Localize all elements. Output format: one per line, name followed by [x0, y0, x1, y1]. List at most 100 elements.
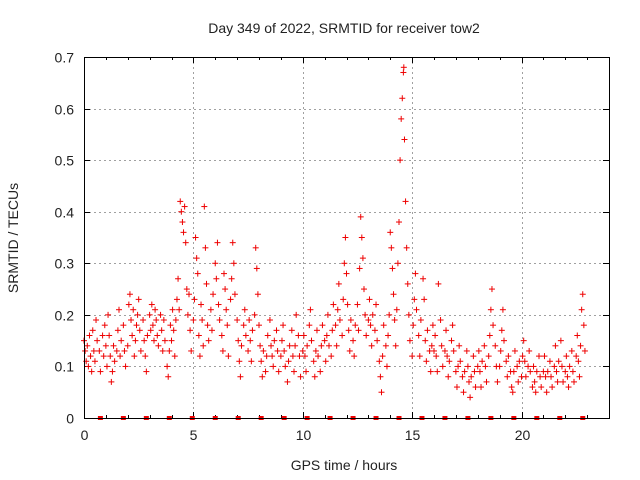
data-point [438, 342, 445, 349]
data-point [580, 322, 587, 329]
data-point [471, 368, 478, 375]
data-point [274, 347, 281, 354]
data-point [498, 327, 505, 334]
data-point [213, 275, 220, 282]
data-point [389, 265, 396, 272]
data-point [159, 347, 166, 354]
data-point [218, 332, 225, 339]
data-point [118, 337, 125, 344]
data-point [227, 296, 234, 303]
data-point [196, 353, 203, 360]
data-point [266, 317, 273, 324]
data-point [351, 353, 358, 360]
data-point [432, 332, 439, 339]
data-point [445, 373, 452, 380]
data-point [401, 136, 408, 143]
data-point [142, 353, 149, 360]
data-point [382, 342, 389, 349]
data-point [519, 353, 526, 360]
data-point [383, 363, 390, 370]
data-point [313, 327, 320, 334]
data-point [460, 389, 467, 396]
data-point [292, 342, 299, 349]
data-point [100, 353, 107, 360]
data-point [490, 322, 497, 329]
data-point [546, 358, 553, 365]
data-point [427, 368, 434, 375]
data-point [405, 311, 412, 318]
data-point [332, 322, 339, 329]
data-point [456, 342, 463, 349]
data-point [542, 373, 549, 380]
data-point [293, 311, 300, 318]
data-point [222, 286, 229, 293]
data-point [270, 363, 277, 370]
data-point [448, 337, 455, 344]
data-point [441, 347, 448, 354]
data-point [238, 342, 245, 349]
data-point [499, 306, 506, 313]
data-point [153, 317, 160, 324]
data-point [86, 332, 93, 339]
data-point [273, 327, 280, 334]
data-point [555, 358, 562, 365]
data-point [110, 342, 117, 349]
data-point [129, 332, 136, 339]
data-point [88, 368, 95, 375]
data-point [269, 353, 276, 360]
data-point [201, 203, 208, 210]
y-tick-label: 0.2 [55, 308, 75, 324]
data-point [231, 291, 238, 298]
data-point [367, 322, 374, 329]
data-point [538, 384, 545, 391]
data-point [190, 317, 197, 324]
data-point [216, 317, 223, 324]
data-point [166, 347, 173, 354]
data-point [228, 275, 235, 282]
data-point [223, 306, 230, 313]
data-point [257, 342, 264, 349]
data-point [515, 378, 522, 385]
data-point [423, 358, 430, 365]
x-tick-label: 10 [296, 427, 312, 443]
data-point [416, 353, 423, 360]
data-point [84, 342, 91, 349]
data-point [210, 291, 217, 298]
data-point [109, 368, 116, 375]
data-point [446, 358, 453, 365]
data-point [467, 394, 474, 401]
data-point [374, 337, 381, 344]
data-points [81, 64, 588, 401]
data-point [541, 353, 548, 360]
data-point [186, 291, 192, 298]
data-point [366, 296, 373, 303]
data-point [99, 332, 106, 339]
data-point [136, 327, 143, 334]
data-point [245, 347, 252, 354]
data-point [193, 255, 200, 262]
data-point [295, 332, 302, 339]
y-tick-label: 0.7 [55, 50, 75, 66]
data-point [191, 296, 198, 303]
data-point [368, 342, 375, 349]
data-point [252, 244, 259, 251]
data-point [400, 64, 407, 71]
data-point [551, 363, 558, 370]
data-point [121, 347, 128, 354]
data-point [362, 311, 369, 318]
data-point [530, 363, 537, 370]
data-point [508, 384, 515, 391]
data-point [317, 368, 324, 375]
data-point [254, 291, 261, 298]
data-point [262, 368, 269, 375]
data-point [310, 358, 317, 365]
data-point [176, 306, 183, 313]
data-point [449, 322, 456, 329]
data-point [464, 363, 471, 370]
data-point [248, 358, 255, 365]
data-point [531, 378, 538, 385]
data-point [450, 347, 457, 354]
data-point [347, 317, 354, 324]
chart-title: Day 349 of 2022, SRMTID for receiver tow… [208, 20, 480, 36]
data-point [324, 311, 331, 318]
